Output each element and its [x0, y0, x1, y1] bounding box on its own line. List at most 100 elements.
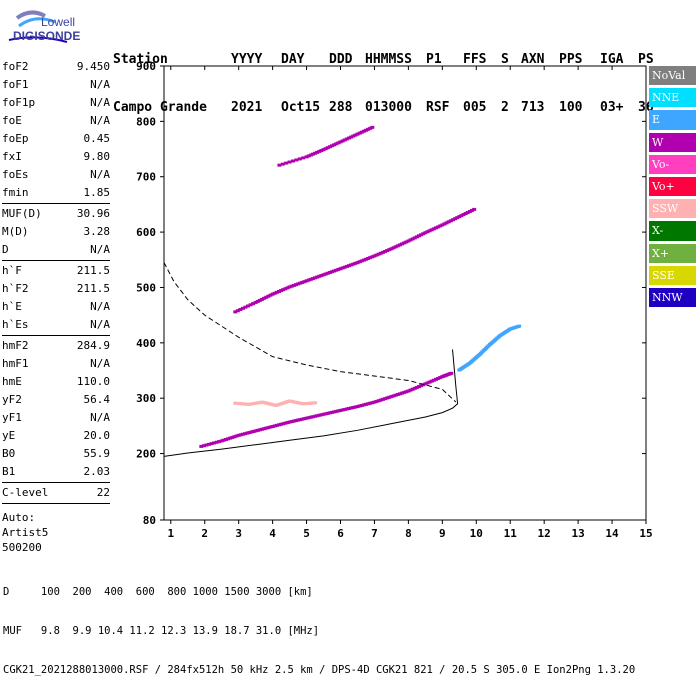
- echo-trace-point: [319, 413, 324, 417]
- echo-trace-point: [319, 149, 324, 153]
- echo-trace-point: [406, 389, 411, 393]
- auto-line: Artist5: [2, 526, 49, 539]
- param-label: h`E: [2, 300, 22, 313]
- param-value: 110.0: [76, 375, 110, 388]
- echo-trace-point: [463, 212, 468, 216]
- echo-trace-point: [368, 401, 373, 405]
- echo-trace-point: [459, 214, 464, 218]
- auto-line: Auto:: [2, 511, 36, 524]
- header-value: 713: [521, 100, 545, 115]
- echo-trace-point: [359, 403, 364, 407]
- echo-trace-point: [262, 296, 267, 300]
- y-tick-label: 700: [136, 171, 156, 184]
- echo-trace-point: [410, 387, 415, 391]
- echo-trace-point: [232, 435, 237, 439]
- echo-trace-point: [300, 280, 305, 284]
- echo-trace-point: [204, 443, 209, 447]
- echo-trace-point: [251, 302, 256, 306]
- param-value: N/A: [90, 114, 110, 127]
- echo-trace-point: [344, 264, 349, 268]
- param-value: 22: [96, 486, 110, 499]
- echo-trace-point: [274, 423, 279, 427]
- param-value: 1.85: [83, 186, 111, 199]
- echo-trace-point: [363, 128, 368, 132]
- echo-trace-point: [236, 433, 241, 437]
- echo-trace-point: [349, 135, 354, 139]
- echo-trace-point: [391, 394, 396, 398]
- echo-trace-point: [287, 285, 292, 289]
- echo-trace-point: [248, 303, 253, 307]
- echo-trace-point: [389, 247, 394, 251]
- x-tick-label: 6: [337, 527, 344, 540]
- echo-trace-point: [330, 270, 335, 274]
- echo-trace-point: [223, 437, 228, 441]
- echo-trace-point: [255, 428, 260, 432]
- echo-trace-point: [301, 156, 306, 160]
- param-label: foEp: [2, 132, 29, 145]
- echo-trace-point: [266, 426, 271, 430]
- echo-trace-point: [272, 291, 277, 295]
- echo-trace-point: [281, 288, 286, 292]
- param-row: foEp 0.45: [2, 130, 110, 148]
- param-row: fxI 9.80: [2, 148, 110, 166]
- y-tick-label: 200: [136, 448, 156, 461]
- param-row: M(D) 3.28: [2, 223, 110, 241]
- echo-trace-point: [304, 279, 309, 283]
- y-tick-label: 900: [136, 60, 156, 73]
- echo-trace-point: [338, 140, 343, 144]
- echo-trace-point: [465, 210, 470, 214]
- param-value: N/A: [90, 96, 110, 109]
- header-label: AXN: [521, 52, 545, 67]
- echo-trace-point: [357, 404, 362, 408]
- param-label: MUF(D): [2, 207, 42, 220]
- echo-trace-point: [357, 131, 362, 135]
- echo-trace-point: [408, 238, 413, 242]
- echo-trace-point: [280, 162, 285, 166]
- echo-trace-point: [349, 263, 354, 267]
- param-value: 56.4: [83, 393, 111, 406]
- echo-trace-point: [383, 249, 388, 253]
- echo-trace-point: [336, 409, 341, 413]
- param-value: N/A: [90, 78, 110, 91]
- auto-scaling-info: Auto: Artist5 500200: [2, 510, 110, 555]
- echo-trace-point: [214, 440, 219, 444]
- echo-trace-point: [290, 159, 295, 163]
- param-label: hmF1: [2, 357, 29, 370]
- echo-trace-point: [325, 271, 330, 275]
- echo-trace-point: [446, 220, 451, 224]
- echo-trace-point: [427, 380, 432, 384]
- echo-trace-point: [317, 149, 322, 153]
- param-divider: [2, 335, 110, 336]
- param-row: hmF2 284.9: [2, 337, 110, 355]
- header-values-row: Campo Grande 2021 Oct15 288 013000 RSF 005 2 713…: [113, 100, 654, 116]
- x-tick-label: 13: [571, 527, 584, 540]
- x-tick-label: 4: [269, 527, 276, 540]
- y-tick-label: 80: [143, 514, 156, 527]
- echo-trace-point: [361, 129, 366, 133]
- legend-item: NoVal: [649, 66, 696, 86]
- echo-trace-point: [199, 444, 204, 448]
- echo-trace-point: [353, 261, 358, 265]
- echo-trace-point: [238, 308, 243, 312]
- echo-trace-point: [355, 132, 360, 136]
- echo-trace-point: [431, 227, 436, 231]
- echo-trace-point: [346, 264, 351, 268]
- echo-trace-point: [212, 441, 217, 445]
- y-tick-label: 800: [136, 115, 156, 128]
- echo-trace-point: [310, 152, 315, 156]
- plot-frame: [163, 65, 647, 521]
- echo-trace-point: [253, 429, 258, 433]
- param-value: 55.9: [83, 447, 111, 460]
- digisonde-logo: Lowell DIGISONDE: [8, 10, 80, 43]
- bottom-info: D 100 200 400 600 800 1000 1500 3000 [km…: [3, 560, 635, 690]
- echo-trace-point: [429, 379, 434, 383]
- echo-trace-point: [440, 223, 445, 227]
- echo-trace-point: [376, 252, 381, 256]
- echo-trace-point: [233, 310, 238, 314]
- echo-trace-point: [380, 397, 385, 401]
- echo-trace-point: [433, 226, 438, 230]
- echo-trace-point: [257, 298, 262, 302]
- echo-trace-point: [310, 277, 315, 281]
- echo-trace-point: [346, 136, 351, 140]
- echo-trace-point: [315, 275, 320, 279]
